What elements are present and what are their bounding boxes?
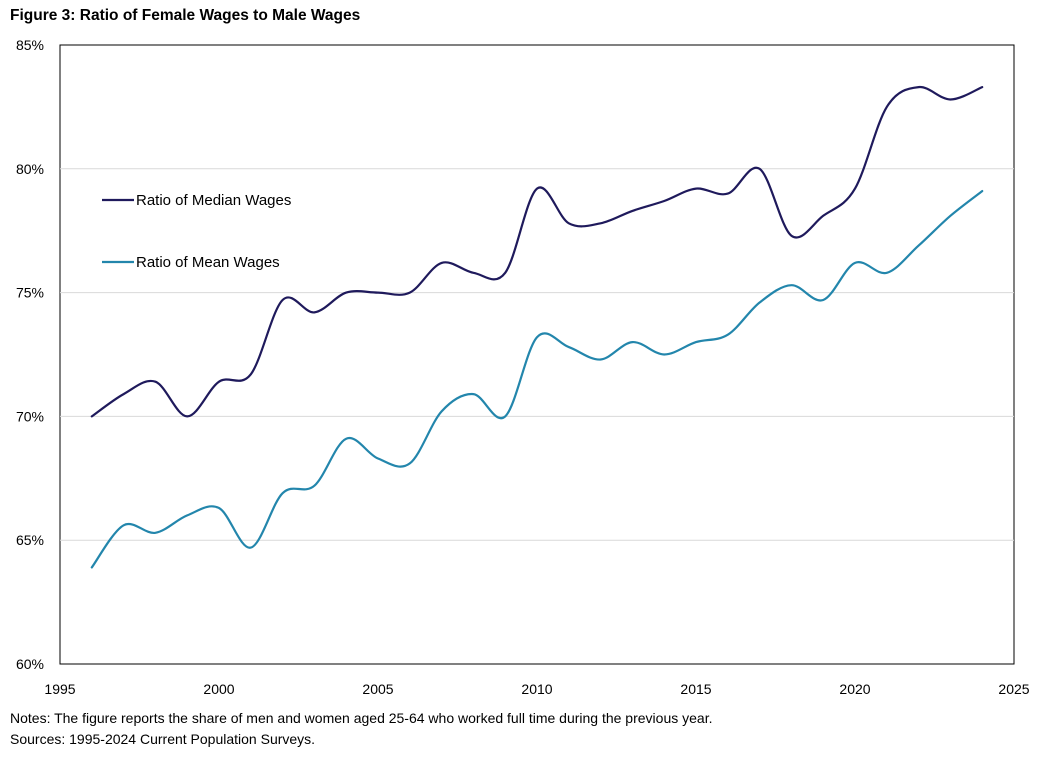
y-tick-label: 85% bbox=[16, 37, 44, 53]
series-lines bbox=[90, 85, 984, 569]
y-tick-label: 75% bbox=[16, 285, 44, 301]
y-tick-label: 70% bbox=[16, 408, 44, 424]
x-axis: 1995 2000 2005 2010 2015 2020 2025 bbox=[44, 681, 1029, 697]
legend-label: Ratio of Median Wages bbox=[136, 192, 291, 209]
x-tick-label: 2020 bbox=[839, 681, 870, 697]
x-tick-label: 2000 bbox=[203, 681, 234, 697]
median-wages-line bbox=[90, 85, 984, 418]
y-axis: 60% 65% 70% 75% 80% 85% bbox=[16, 37, 44, 672]
sources-text: Sources: 1995-2024 Current Population Su… bbox=[10, 731, 316, 747]
notes-text: Notes: The figure reports the share of m… bbox=[10, 710, 713, 726]
legend-label: Ratio of Mean Wages bbox=[136, 254, 280, 271]
x-tick-label: 1995 bbox=[44, 681, 75, 697]
plot-area bbox=[59, 44, 1015, 665]
mean-wages-line bbox=[90, 190, 984, 569]
y-tick-label: 60% bbox=[16, 656, 44, 672]
y-tick-label: 80% bbox=[16, 161, 44, 177]
x-tick-label: 2025 bbox=[998, 681, 1029, 697]
gridlines bbox=[60, 168, 1014, 541]
legend: Ratio of Median Wages Ratio of Mean Wages bbox=[102, 192, 291, 271]
chart-title: Figure 3: Ratio of Female Wages to Male … bbox=[10, 7, 361, 24]
x-tick-label: 2015 bbox=[680, 681, 711, 697]
x-tick-label: 2010 bbox=[521, 681, 552, 697]
y-tick-label: 65% bbox=[16, 532, 44, 548]
x-tick-label: 2005 bbox=[362, 681, 393, 697]
